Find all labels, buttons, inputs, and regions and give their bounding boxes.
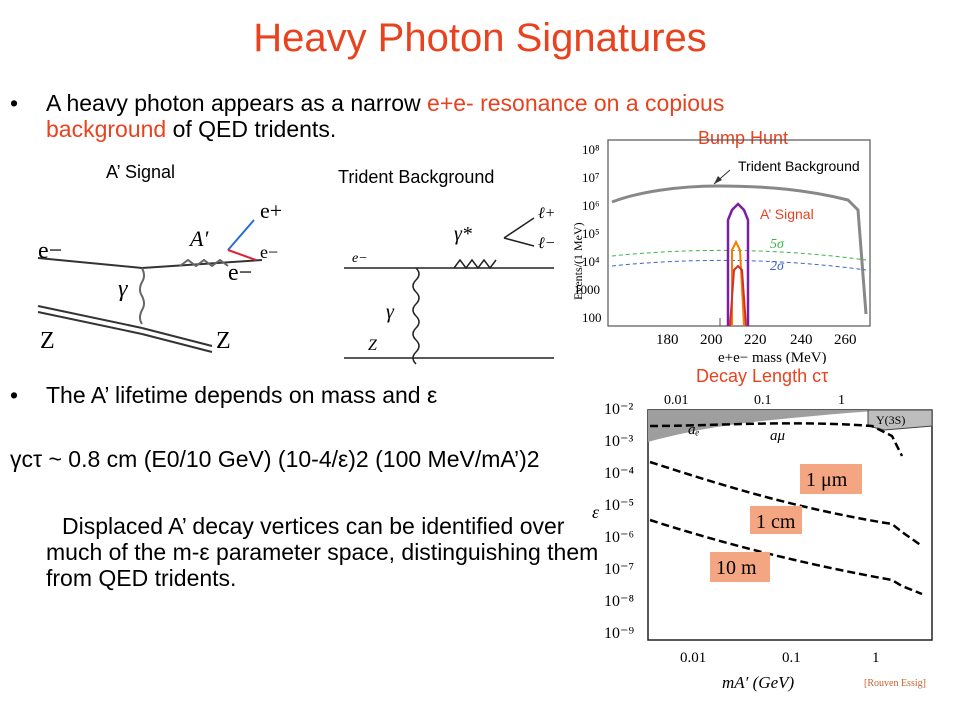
- decay-box-1cm: 1 cm: [756, 511, 796, 533]
- diagram-a-signal: e− A′ e+ e− e− γ Z Z: [37, 198, 282, 354]
- diagram-trident-title: Trident Background: [338, 167, 495, 187]
- diag-t-label-lminus: ℓ−: [538, 235, 555, 252]
- decay-ytick-left-9: 10⁻⁹: [604, 625, 634, 642]
- bump-annot-signal: A’ Signal: [760, 206, 814, 222]
- bump-hunt-ylabel: Events/(1 MeV): [571, 222, 585, 300]
- decay-ytick-left-8: 10⁻⁸: [604, 593, 634, 610]
- decay-xtick-bottom-001: 0.01: [680, 650, 706, 666]
- decay-label-ae: aₑ: [688, 422, 700, 438]
- bump-ytick-1e6: 10⁶: [582, 198, 600, 213]
- decay-xtick-top-1: 1: [838, 393, 845, 408]
- bump-xtick-200: 200: [700, 332, 723, 348]
- diag-a-label-gamma: γ: [118, 276, 128, 302]
- bump-xtick-180: 180: [656, 332, 679, 348]
- decay-xtick-bottom-01: 0.1: [782, 650, 801, 666]
- bump-annot-background: Trident Background: [738, 158, 860, 174]
- diag-t-label-gamma: γ: [386, 301, 395, 323]
- decay-box-1um: 1 μm: [806, 469, 848, 491]
- bullet-1-prefix: A heavy photon appears as a narrow: [46, 90, 428, 116]
- decay-ytick-left-6: 10⁻⁶: [604, 529, 634, 546]
- bump-sigma-5: 5σ: [770, 237, 785, 252]
- diag-t-label-e: e−: [352, 251, 368, 266]
- diag-t-label-z: Z: [368, 337, 378, 354]
- diag-a-label-eminus-2: e−: [228, 260, 252, 286]
- decay-label-upsilon: Υ(3S): [876, 413, 905, 427]
- decay-xtick-top-01: 0.1: [754, 393, 772, 408]
- bullet-1-highlight: e+e- resonance on a copious background: [46, 90, 725, 142]
- bullet-1-suffix: of QED tridents.: [166, 116, 337, 142]
- diag-a-label-eminus-1: e−: [260, 242, 278, 262]
- diagram-a-title: A’ Signal: [106, 162, 176, 182]
- decay-ylabel: ε: [592, 502, 600, 522]
- decay-ytick-left-3: 10⁻³: [604, 433, 633, 450]
- diag-a-label-eplus: e+: [260, 198, 282, 223]
- diagram-trident: e− γ* ℓ+ ℓ− γ Z: [344, 205, 555, 365]
- slide-title: Heavy Photon Signatures: [253, 16, 707, 60]
- bump-ytick-1e8: 10⁸: [582, 142, 600, 157]
- decay-length-title: Decay Length cτ: [696, 366, 829, 386]
- decay-xtick-top-001: 0.01: [664, 393, 689, 408]
- bump-hunt-plot: Events/(1 MeV) 10⁸ 10⁷ 10⁶ 10⁵ 10⁴ 1000 …: [571, 139, 871, 364]
- diag-a-label-aprime: A′: [188, 226, 209, 251]
- bump-xtick-220: 220: [744, 332, 767, 348]
- bump-ytick-1e4: 10⁴: [582, 254, 600, 269]
- bullet-2: The A’ lifetime depends on mass and ε: [46, 382, 438, 408]
- diag-a-label-e-in: e−: [38, 238, 62, 264]
- decay-ytick-left-7: 10⁻⁷: [604, 561, 634, 578]
- bump-ytick-1000: 1000: [574, 282, 600, 297]
- bump-xtick-260: 260: [834, 332, 857, 348]
- bump-hunt-title: Bump Hunt: [698, 128, 789, 148]
- bump-xtick-240: 240: [790, 332, 813, 348]
- bump-ytick-1e7: 10⁷: [582, 170, 600, 185]
- decay-xtick-bottom-1: 1: [872, 650, 880, 666]
- diag-a-label-z-in: Z: [40, 328, 55, 354]
- diag-t-label-lplus: ℓ+: [538, 205, 555, 222]
- formula: γcτ ~ 0.8 cm (E0/10 GeV) (10-4/ε)2 (100 …: [10, 446, 540, 472]
- decay-ytick-left-5: 10⁻⁵: [604, 497, 634, 514]
- bump-sigma-2: 2σ: [770, 259, 785, 274]
- diag-a-label-z-out: Z: [216, 328, 231, 354]
- bump-ytick-100: 100: [582, 310, 602, 325]
- decay-label-amu: aμ: [770, 428, 786, 444]
- bump-ytick-1e5: 10⁵: [582, 226, 600, 241]
- bump-hunt-xlabel: e+e− mass (MeV): [718, 350, 827, 364]
- bullet-dot-2: •: [10, 382, 19, 408]
- bullet-dot-1: •: [10, 90, 19, 116]
- decay-xlabel: mA′ (GeV): [722, 673, 794, 692]
- displaced-text: Displaced A’ decay vertices can be ident…: [46, 513, 599, 591]
- decay-ytick-left-2: 10⁻²: [604, 401, 633, 418]
- decay-credit: [Rouven Essig]: [864, 678, 926, 689]
- decay-ytick-left-4: 10⁻⁴: [604, 465, 634, 482]
- diag-t-label-gamma-star: γ*: [454, 223, 472, 245]
- bullet-1: A heavy photon appears as a narrow e+e- …: [46, 90, 846, 142]
- decay-box-10m: 10 m: [716, 557, 757, 579]
- decay-length-plot: 0.01 0.1 1 Υ(3S) aₑ aμ 1 μm 1 cm 10 m 10…: [592, 393, 933, 692]
